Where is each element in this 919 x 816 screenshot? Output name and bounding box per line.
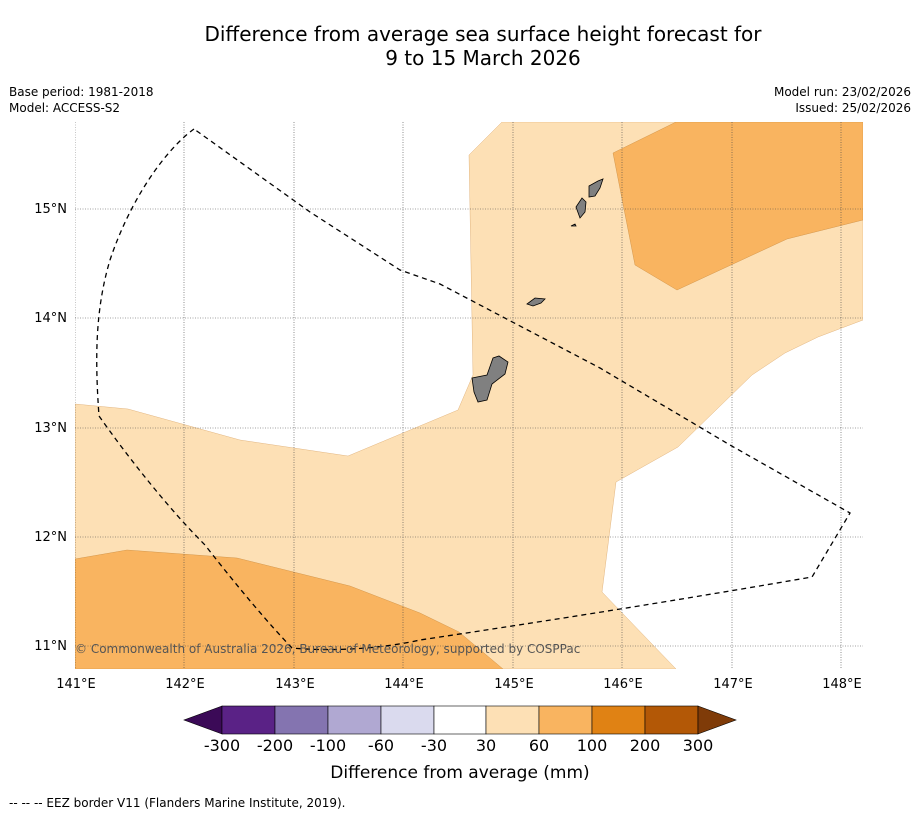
title-line-2: 9 to 15 March 2026 [385, 46, 581, 70]
colorbar-tick: 60 [529, 736, 549, 755]
lat-label: 14°N [34, 311, 67, 326]
base-period-text: Base period: 1981-2018 [9, 85, 154, 99]
colorbar-tick: 300 [683, 736, 714, 755]
colorbar-segment [221, 705, 276, 735]
longitude-labels: 141°E 142°E 143°E 144°E 145°E 146°E 147°… [56, 677, 862, 692]
issued-text: Issued: 25/02/2026 [795, 101, 911, 115]
copyright-text: © Commonwealth of Australia 2026, Bureau… [75, 642, 580, 656]
lon-label: 147°E [713, 677, 753, 692]
lon-label: 143°E [275, 677, 315, 692]
model-text: Model: ACCESS-S2 [9, 101, 121, 115]
colorbar-segment [380, 705, 435, 735]
lon-label: 145°E [494, 677, 534, 692]
island-aguijan [570, 223, 577, 227]
colorbar-extend-high [697, 705, 737, 735]
lon-label: 148°E [822, 677, 862, 692]
map-title: Difference from average sea surface heig… [0, 22, 919, 70]
eez-legend-note: -- -- -- EEZ border V11 (Flanders Marine… [9, 796, 346, 810]
lon-label: 144°E [384, 677, 424, 692]
map-area [75, 122, 863, 669]
lat-label: 12°N [34, 530, 67, 545]
lon-label: 146°E [603, 677, 643, 692]
island-saipan [588, 178, 604, 198]
colorbar-segment [591, 705, 646, 735]
colorbar-tick: -100 [310, 736, 346, 755]
colorbar [183, 705, 737, 735]
lat-label: 11°N [34, 639, 67, 654]
colorbar-label: Difference from average (mm) [330, 763, 589, 783]
lat-label: 13°N [34, 421, 67, 436]
meta-left: Base period: 1981-2018 Model: ACCESS-S2 [9, 84, 154, 116]
eez-border [96, 128, 851, 651]
island-tinian [575, 197, 587, 219]
colorbar-segment [274, 705, 329, 735]
lat-label: 15°N [34, 202, 67, 217]
lon-label: 142°E [165, 677, 205, 692]
title-line-1: Difference from average sea surface heig… [204, 22, 762, 46]
island-guam [471, 355, 509, 403]
colorbar-tick: 30 [476, 736, 496, 755]
colorbar-tick: 200 [630, 736, 661, 755]
islands [471, 178, 604, 403]
colorbar-tick: -300 [204, 736, 240, 755]
colorbar-tick: -200 [257, 736, 293, 755]
colorbar-ticks: -300 -200 -100 -60 -30 30 60 100 200 300 [204, 736, 713, 755]
colorbar-segment [327, 705, 382, 735]
colorbar-tick: -30 [421, 736, 447, 755]
lon-label: 141°E [56, 677, 96, 692]
band-60-100-southwest [75, 549, 504, 669]
meta-right: Model run: 23/02/2026 Issued: 25/02/2026 [774, 84, 911, 116]
colorbar-tick: 100 [577, 736, 608, 755]
colorbar-segment [644, 705, 699, 735]
colorbar-segment [538, 705, 593, 735]
colorbar-extend-low [183, 705, 223, 735]
gridlines [75, 122, 863, 669]
colorbar-tick: -60 [368, 736, 394, 755]
colorbar-segment [433, 705, 487, 735]
model-run-text: Model run: 23/02/2026 [773, 85, 911, 99]
latitude-labels: 15°N 14°N 13°N 12°N 11°N [34, 202, 67, 654]
colorbar-segment [485, 705, 540, 735]
island-rota [526, 297, 546, 307]
